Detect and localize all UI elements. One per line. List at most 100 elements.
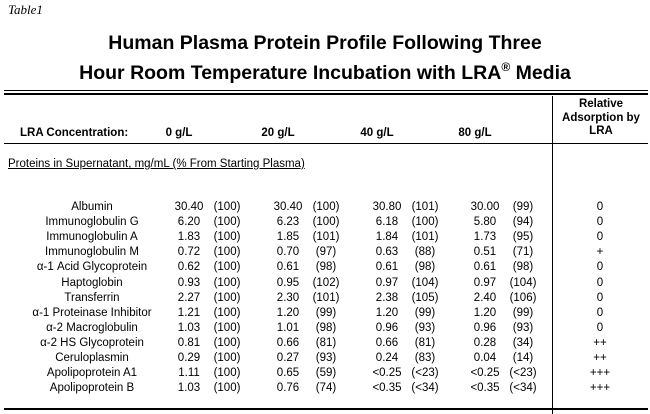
protein-value: 0.24 (375, 352, 399, 364)
protein-percent: (100) (213, 231, 241, 244)
relative-adsorption-header-line-3: LRA (589, 125, 613, 137)
relative-adsorption-value: 0 (596, 291, 604, 304)
protein-value: 1.85 (276, 231, 300, 244)
table-caption: Table1 (8, 2, 43, 17)
protein-value: 1.20 (276, 306, 300, 319)
concentration-header-20: 20 g/L (261, 127, 295, 139)
relative-adsorption-header-line-2: Adsorption by (562, 111, 640, 124)
relative-adsorption-value: + (596, 246, 604, 259)
protein-percent: (100) (213, 336, 241, 349)
protein-value: 0.96 (375, 321, 399, 334)
protein-value: 1.73 (473, 231, 497, 244)
protein-percent: (100) (213, 276, 241, 289)
protein-percent: (101) (411, 201, 439, 213)
protein-value: 0.95 (276, 276, 300, 289)
protein-percent: (105) (411, 291, 439, 304)
protein-value: 30.40 (273, 201, 303, 213)
protein-value: 2.27 (177, 291, 201, 304)
relative-adsorption-value: 0 (596, 306, 604, 319)
protein-percent: (<23) (509, 367, 537, 380)
header-rule-right (553, 143, 648, 144)
top-rule-thick (4, 93, 648, 95)
protein-percent: (100) (213, 201, 241, 213)
protein-value: 0.61 (375, 261, 399, 274)
relative-adsorption-value: 0 (596, 261, 604, 274)
protein-value: 6.23 (276, 216, 300, 229)
protein-value: 1.21 (177, 306, 201, 319)
protein-percent: (100) (312, 216, 340, 229)
protein-value: 0.66 (276, 336, 300, 349)
protein-value: 0.70 (276, 246, 300, 259)
protein-value: 6.20 (177, 216, 201, 229)
protein-value: 0.29 (177, 352, 201, 364)
protein-value: 1.03 (177, 382, 201, 395)
protein-percent: (98) (512, 261, 534, 274)
protein-name: α-2 HS Glycoprotein (40, 336, 144, 349)
protein-percent: (<34) (411, 382, 439, 395)
protein-value: 0.93 (177, 276, 201, 289)
protein-value: 1.83 (177, 231, 201, 244)
protein-value: 1.84 (375, 231, 399, 244)
protein-name: α-1 Proteinase Inhibitor (32, 306, 152, 319)
relative-adsorption-value: +++ (589, 382, 611, 395)
protein-value: 30.40 (174, 201, 204, 213)
protein-percent: (98) (315, 321, 337, 334)
relative-adsorption-value: ++ (593, 352, 607, 364)
protein-percent: (101) (411, 231, 439, 244)
concentration-header-80: 80 g/L (458, 127, 492, 139)
protein-value: 1.01 (276, 321, 300, 334)
protein-name: Apolipoprotein B (49, 382, 135, 395)
protein-value: 0.51 (473, 246, 497, 259)
protein-percent: (83) (414, 352, 436, 364)
relative-adsorption-value: 0 (596, 216, 604, 229)
table-title-line-2: Hour Room Temperature Incubation with LR… (0, 61, 650, 85)
protein-percent: (106) (509, 291, 537, 304)
protein-percent: (100) (213, 352, 241, 364)
protein-value: 0.96 (473, 321, 497, 334)
protein-name: α-2 Macroglobulin (46, 321, 138, 334)
relative-adsorption-divider (552, 96, 553, 414)
protein-percent: (59) (315, 367, 337, 380)
relative-adsorption-header-line-1: Relative (578, 98, 624, 110)
protein-value: 0.81 (177, 336, 201, 349)
protein-percent: (14) (512, 352, 534, 364)
protein-value: <0.25 (372, 367, 402, 380)
protein-name: Apolipoprotein A1 (46, 367, 138, 380)
protein-value: 0.04 (473, 352, 497, 364)
bottom-rule (4, 408, 648, 410)
protein-name: Ceruloplasmin (55, 352, 129, 364)
protein-percent: (99) (414, 306, 436, 319)
header-rule-left (4, 143, 552, 144)
protein-percent: (97) (315, 246, 337, 259)
lra-concentration-label: LRA Concentration: (20, 127, 129, 139)
protein-percent: (102) (312, 276, 340, 289)
protein-value: <0.35 (470, 382, 500, 395)
protein-value: 0.97 (375, 276, 399, 289)
protein-name: Haptoglobin (61, 276, 123, 289)
protein-percent: (101) (312, 231, 340, 244)
protein-value: 30.80 (372, 201, 402, 213)
protein-percent: (74) (315, 382, 337, 395)
protein-value: 1.20 (375, 306, 399, 319)
protein-percent: (100) (213, 306, 241, 319)
protein-percent: (101) (312, 291, 340, 304)
protein-value: 0.63 (375, 246, 399, 259)
concentration-header-40: 40 g/L (360, 127, 394, 139)
protein-percent: (81) (315, 336, 337, 349)
protein-value: 1.03 (177, 321, 201, 334)
title-line-2-end: Media (510, 62, 571, 84)
protein-value: 0.61 (473, 261, 497, 274)
protein-percent: (100) (312, 201, 340, 213)
protein-name: α-1 Acid Glycoprotein (36, 261, 148, 274)
relative-adsorption-value: ++ (593, 336, 607, 349)
relative-adsorption-value: +++ (589, 367, 611, 380)
protein-percent: (99) (512, 201, 534, 213)
protein-percent: (100) (213, 291, 241, 304)
protein-percent: (100) (213, 367, 241, 380)
relative-adsorption-value: 0 (596, 321, 604, 334)
concentration-header-0: 0 g/L (165, 127, 193, 139)
relative-adsorption-header: Relative Adsorption by LRA (555, 98, 647, 139)
protein-percent: (<23) (411, 367, 439, 380)
protein-name: Immunoglobulin G (45, 216, 139, 229)
protein-percent: (34) (512, 336, 534, 349)
